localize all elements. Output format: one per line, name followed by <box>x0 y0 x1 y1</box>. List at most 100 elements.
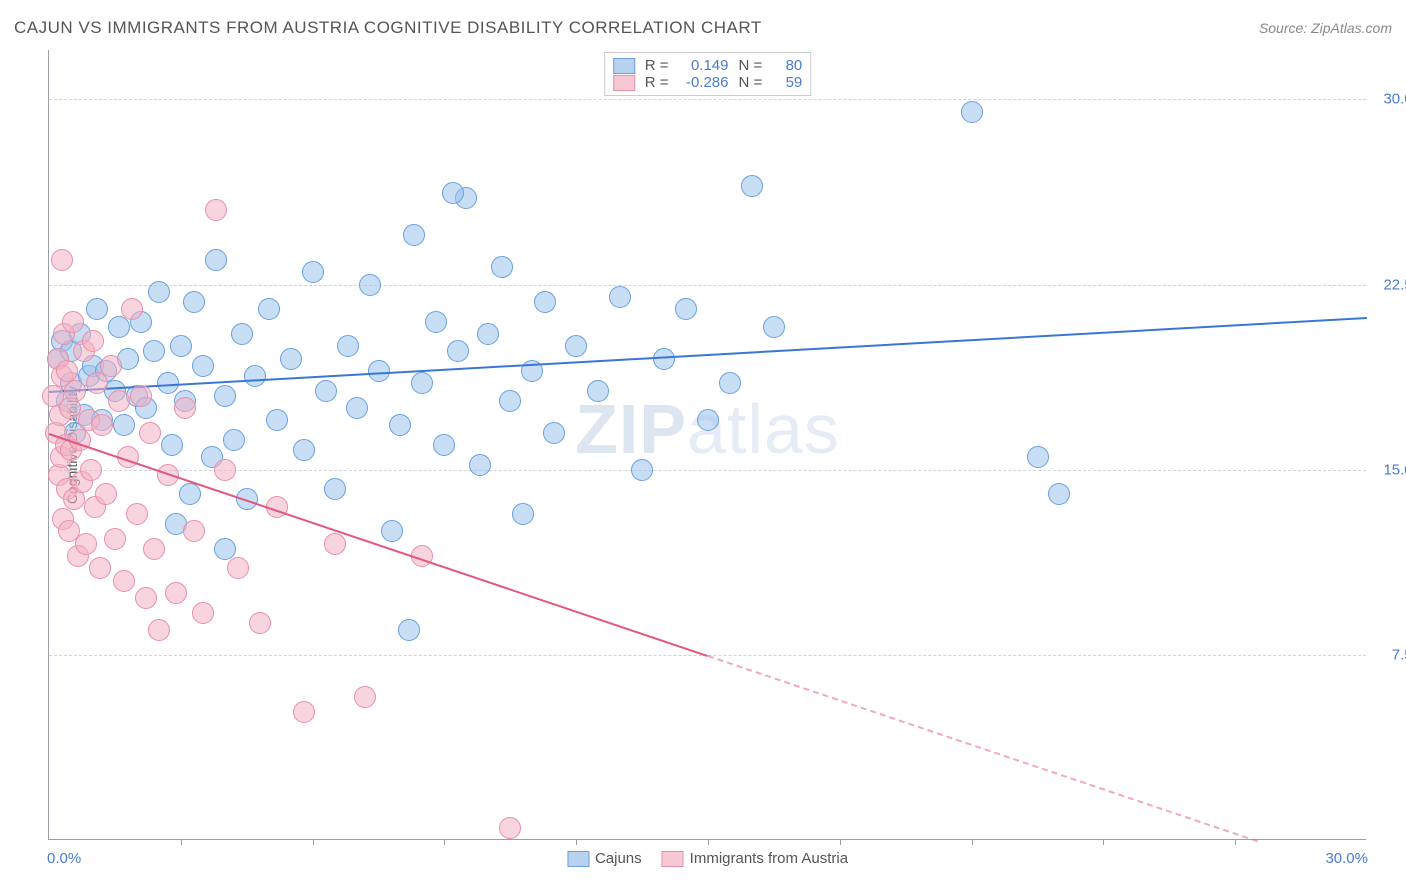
scatter-point <box>293 439 315 461</box>
xaxis-label-max: 30.0% <box>1325 850 1368 867</box>
scatter-point <box>368 360 390 382</box>
legend-correlation-row: R =0.149N =80 <box>613 57 803 74</box>
scatter-point <box>491 256 513 278</box>
scatter-point <box>359 274 381 296</box>
scatter-point <box>302 261 324 283</box>
n-value: 59 <box>772 74 802 91</box>
ytick-label: 7.5% <box>1371 646 1406 663</box>
scatter-point <box>75 533 97 555</box>
ytick-label: 22.5% <box>1371 276 1406 293</box>
scatter-point <box>741 175 763 197</box>
scatter-point <box>534 291 556 313</box>
scatter-point <box>62 311 84 333</box>
scatter-point <box>143 538 165 560</box>
xaxis-label-min: 0.0% <box>47 850 81 867</box>
scatter-point <box>183 291 205 313</box>
scatter-point <box>293 701 315 723</box>
chart-header: CAJUN VS IMMIGRANTS FROM AUSTRIA COGNITI… <box>14 18 1392 38</box>
r-value: -0.286 <box>679 74 729 91</box>
scatter-point <box>227 557 249 579</box>
scatter-point <box>587 380 609 402</box>
scatter-point <box>324 478 346 500</box>
xtick <box>576 839 577 845</box>
scatter-point <box>346 397 368 419</box>
scatter-point <box>244 365 266 387</box>
legend-series-item: Cajuns <box>567 850 642 867</box>
scatter-point <box>214 538 236 560</box>
xtick <box>708 839 709 845</box>
ytick-label: 15.0% <box>1371 461 1406 478</box>
xtick <box>1235 839 1236 845</box>
scatter-point <box>763 316 785 338</box>
scatter-point <box>499 817 521 839</box>
scatter-point <box>469 454 491 476</box>
scatter-point <box>543 422 565 444</box>
scatter-point <box>425 311 447 333</box>
scatter-point <box>174 397 196 419</box>
scatter-point <box>51 249 73 271</box>
scatter-point <box>148 619 170 641</box>
r-value: 0.149 <box>679 57 729 74</box>
scatter-point <box>205 249 227 271</box>
scatter-point <box>148 281 170 303</box>
n-value: 80 <box>772 57 802 74</box>
scatter-point <box>512 503 534 525</box>
scatter-point <box>442 182 464 204</box>
ytick-label: 30.0% <box>1371 91 1406 108</box>
scatter-point <box>631 459 653 481</box>
scatter-point <box>214 459 236 481</box>
scatter-point <box>205 199 227 221</box>
scatter-point <box>161 434 183 456</box>
scatter-point <box>433 434 455 456</box>
scatter-point <box>64 380 86 402</box>
scatter-point <box>170 335 192 357</box>
watermark-zip: ZIP <box>575 390 687 468</box>
trendline <box>708 655 1258 842</box>
scatter-point <box>389 414 411 436</box>
scatter-point <box>139 422 161 444</box>
scatter-point <box>315 380 337 402</box>
scatter-point <box>135 587 157 609</box>
xtick <box>840 839 841 845</box>
scatter-point <box>609 286 631 308</box>
scatter-point <box>231 323 253 345</box>
r-label: R = <box>645 57 669 74</box>
scatter-point <box>82 330 104 352</box>
legend-swatch <box>613 75 635 91</box>
scatter-point <box>108 390 130 412</box>
scatter-point <box>100 355 122 377</box>
legend-swatch <box>662 851 684 867</box>
scatter-point <box>324 533 346 555</box>
scatter-point <box>165 582 187 604</box>
scatter-point <box>354 686 376 708</box>
xtick <box>1103 839 1104 845</box>
scatter-point <box>86 298 108 320</box>
legend-series: CajunsImmigrants from Austria <box>567 850 848 867</box>
scatter-point <box>258 298 280 320</box>
scatter-point <box>179 483 201 505</box>
gridline <box>49 470 1366 471</box>
scatter-point <box>89 557 111 579</box>
scatter-point <box>121 298 143 320</box>
scatter-point <box>56 360 78 382</box>
scatter-point <box>113 414 135 436</box>
xtick <box>313 839 314 845</box>
legend-series-label: Cajuns <box>595 850 642 867</box>
scatter-point <box>80 459 102 481</box>
scatter-point <box>91 414 113 436</box>
scatter-point <box>130 385 152 407</box>
scatter-point <box>113 570 135 592</box>
scatter-point <box>403 224 425 246</box>
scatter-point <box>447 340 469 362</box>
scatter-point <box>499 390 521 412</box>
scatter-point <box>280 348 302 370</box>
scatter-point <box>697 409 719 431</box>
scatter-point <box>398 619 420 641</box>
xtick <box>972 839 973 845</box>
scatter-point <box>961 101 983 123</box>
scatter-point <box>223 429 245 451</box>
gridline <box>49 285 1366 286</box>
scatter-point <box>719 372 741 394</box>
legend-correlation-row: R =-0.286N =59 <box>613 74 803 91</box>
scatter-point <box>104 528 126 550</box>
